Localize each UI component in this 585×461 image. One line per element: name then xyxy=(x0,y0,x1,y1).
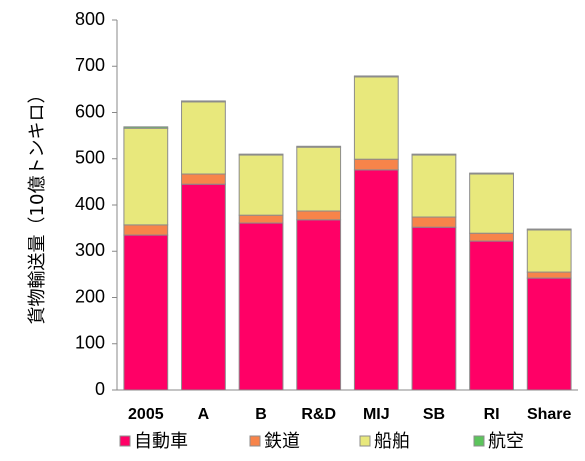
bar-segment xyxy=(123,126,169,129)
legend-swatch xyxy=(119,435,131,447)
y-axis-label: 貨物輸送量（10億トンキロ） xyxy=(27,86,48,325)
legend-swatch xyxy=(249,435,261,447)
y-tick-label: 500 xyxy=(75,148,105,168)
bar-segment xyxy=(411,154,457,218)
bar-segment xyxy=(526,277,572,391)
y-tick-label: 300 xyxy=(75,240,105,260)
legend-label: 船舶 xyxy=(374,431,410,452)
bar-segment xyxy=(469,232,514,242)
bar-segment xyxy=(181,100,226,103)
bar-segment xyxy=(238,153,284,156)
bar-segment xyxy=(123,127,169,226)
x-tick-label: B xyxy=(255,406,267,423)
x-tick-label: R&D xyxy=(301,406,336,423)
bar-segment xyxy=(411,226,457,391)
bar-segment xyxy=(353,158,399,171)
bar-segment xyxy=(296,219,342,391)
bar-segment xyxy=(411,153,457,156)
x-tick-label: MIJ xyxy=(363,406,390,423)
bar-segment xyxy=(469,240,514,391)
y-tick-label: 800 xyxy=(75,9,105,29)
x-tick-label: Share xyxy=(527,406,572,423)
legend-label: 自動車 xyxy=(134,431,188,452)
y-tick-label: 100 xyxy=(75,333,105,353)
bar-segment xyxy=(238,222,284,391)
bar-segment xyxy=(411,216,457,228)
x-tick-label: 2005 xyxy=(128,406,164,423)
y-tick-label: 200 xyxy=(75,286,105,306)
y-tick-label: 400 xyxy=(75,194,105,214)
bar-segment xyxy=(469,173,514,234)
y-tick-label: 700 xyxy=(75,55,105,75)
y-tick-label: 600 xyxy=(75,101,105,121)
legend-label: 鉄道 xyxy=(264,431,300,452)
y-tick-label: 0 xyxy=(95,379,105,399)
x-tick-label: RI xyxy=(484,406,500,423)
bar-segment xyxy=(353,75,399,78)
bar-segment xyxy=(353,169,399,391)
legend-swatch xyxy=(473,435,485,447)
bar-segment xyxy=(526,228,572,231)
bar-segment xyxy=(526,229,572,273)
bar-segment xyxy=(123,224,169,236)
bar-segment xyxy=(296,145,342,148)
bar-segment xyxy=(181,173,226,185)
bar-segment xyxy=(181,183,226,391)
bar-segment xyxy=(181,101,226,175)
bar-segment xyxy=(469,172,514,175)
bar-segment xyxy=(238,214,284,224)
bar-segment xyxy=(123,234,169,391)
legend-swatch xyxy=(359,435,371,447)
bar-segment xyxy=(296,146,342,212)
x-tick-label: A xyxy=(198,406,210,423)
bar-segment xyxy=(526,271,572,279)
bar-segment xyxy=(238,154,284,216)
x-tick-label: SB xyxy=(423,406,445,423)
bar-segment xyxy=(296,210,342,221)
bar-segment xyxy=(353,76,399,160)
legend-label: 航空 xyxy=(488,431,524,452)
